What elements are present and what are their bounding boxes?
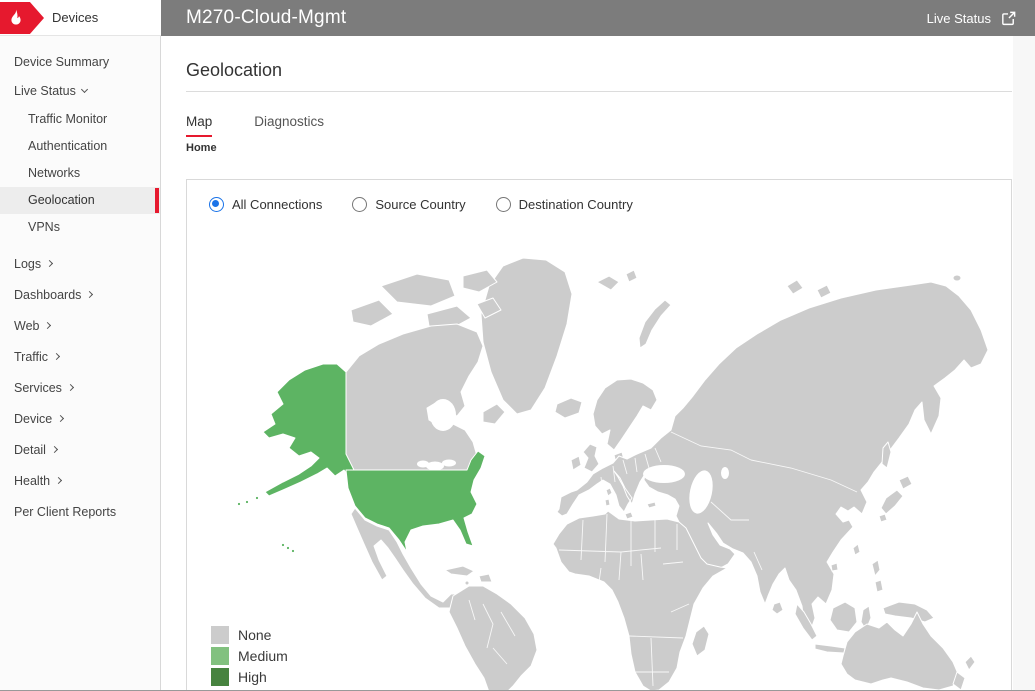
world-map[interactable] <box>231 252 1011 691</box>
map-legend: None Medium High <box>211 626 288 689</box>
country-mexico <box>350 507 465 609</box>
continent-africa <box>552 510 728 691</box>
country-madagascar <box>691 625 710 657</box>
sidebar-item-dashboards[interactable]: Dashboards <box>0 282 160 309</box>
country-australia <box>840 611 960 691</box>
radio-source-country[interactable]: Source Country <box>352 197 466 212</box>
sidebar-item-web[interactable]: Web <box>0 313 160 340</box>
sidebar-item-logs[interactable]: Logs <box>0 251 160 278</box>
sidebar-item-device[interactable]: Device <box>0 406 160 433</box>
brand-flag <box>0 2 44 34</box>
sidebar-item-health[interactable]: Health <box>0 468 160 495</box>
sidebar-item-live-status[interactable]: Live Status <box>0 77 160 106</box>
chevron-right-icon <box>86 291 94 299</box>
sidebar-item-networks[interactable]: Networks <box>28 166 81 180</box>
scrollbar-track[interactable] <box>1013 36 1035 691</box>
map-panel: All Connections Source Country Destinati… <box>186 179 1012 691</box>
live-status-label: Live Status <box>926 10 991 26</box>
connection-filter-group: All Connections Source Country Destinati… <box>187 180 1011 212</box>
radio-unselected-icon <box>352 197 368 212</box>
legend-swatch-medium <box>211 647 229 665</box>
radio-destination-country[interactable]: Destination Country <box>495 197 633 212</box>
chevron-right-icon <box>53 353 61 361</box>
flame-icon <box>11 9 21 25</box>
country-united-states <box>345 450 486 553</box>
country-greenland <box>480 257 573 415</box>
chevron-down-icon <box>80 86 88 94</box>
radio-all-connections[interactable]: All Connections <box>209 197 322 212</box>
radio-unselected-icon <box>495 197 511 212</box>
sidebar-item-vpns[interactable]: VPNs <box>28 220 60 234</box>
country-uk <box>582 443 600 473</box>
sidebar-item-per-client-reports[interactable]: Per Client Reports <box>14 505 117 519</box>
radio-selected-icon <box>209 197 224 212</box>
brand-area: Devices <box>0 0 161 36</box>
continent-eurasia <box>556 281 989 633</box>
country-iceland <box>554 397 583 419</box>
sidebar-item-services[interactable]: Services <box>0 375 160 402</box>
tab-diagnostics[interactable]: Diagnostics <box>254 114 325 129</box>
tab-map[interactable]: Map <box>186 114 213 137</box>
brand-label[interactable]: Devices <box>52 10 99 25</box>
external-link-icon <box>1002 11 1016 25</box>
sidebar-item-traffic-monitor[interactable]: Traffic Monitor <box>28 112 108 126</box>
us-alaska <box>262 363 359 497</box>
chevron-right-icon <box>55 477 63 485</box>
sidebar-item-device-summary[interactable]: Device Summary <box>14 55 110 69</box>
chevron-right-icon <box>66 384 74 392</box>
legend-row-medium: Medium <box>211 647 288 665</box>
sidebar-item-traffic[interactable]: Traffic <box>0 344 160 371</box>
tab-bar: Map Diagnostics <box>186 114 1012 137</box>
sidebar-item-geolocation[interactable]: Geolocation <box>0 187 160 214</box>
top-bar: Devices M270-Cloud-Mgmt Live Status <box>0 0 1035 36</box>
page-title: Geolocation <box>186 60 1012 92</box>
sidebar-item-authentication[interactable]: Authentication <box>28 139 108 153</box>
legend-row-high: High <box>211 668 288 686</box>
main-content: Geolocation Map Diagnostics Home All Con… <box>161 36 1035 691</box>
header-bar: M270-Cloud-Mgmt Live Status <box>161 0 1035 36</box>
chevron-right-icon <box>44 322 52 330</box>
chevron-right-icon <box>50 446 59 454</box>
sidebar-nav: Device Summary Live Status Traffic Monit… <box>0 36 161 691</box>
live-status-link[interactable]: Live Status <box>927 10 1017 27</box>
sidebar-item-detail[interactable]: Detail <box>0 437 160 464</box>
legend-swatch-none <box>211 626 229 644</box>
breadcrumb[interactable]: Home <box>186 142 217 154</box>
chevron-right-icon <box>46 260 54 268</box>
device-name-title: M270-Cloud-Mgmt <box>186 7 347 28</box>
legend-swatch-high <box>211 668 229 686</box>
country-canada <box>345 323 484 471</box>
chevron-right-icon <box>57 415 65 423</box>
country-south-america <box>448 585 538 691</box>
country-japan <box>898 475 913 490</box>
legend-row-none: None <box>211 626 288 644</box>
